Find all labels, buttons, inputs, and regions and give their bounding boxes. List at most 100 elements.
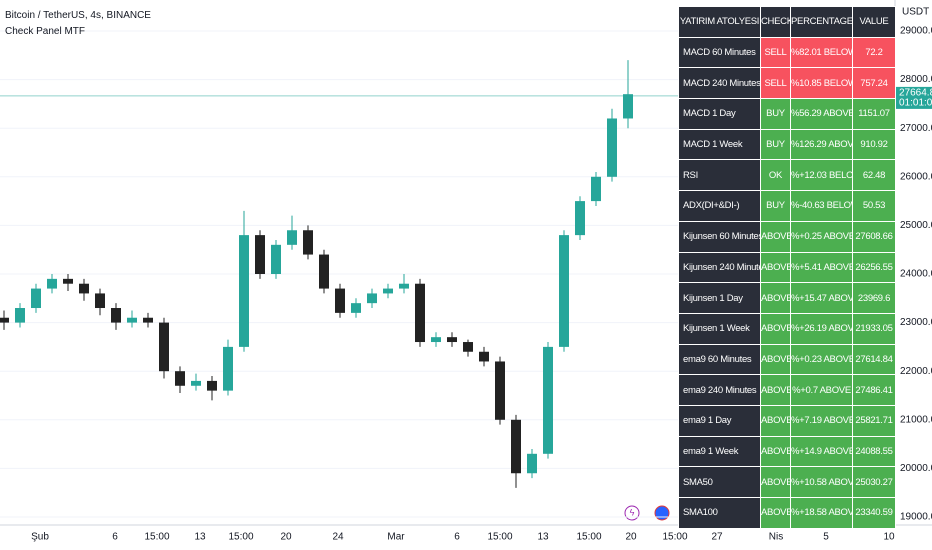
- x-tick-label: 6: [454, 532, 460, 543]
- x-tick-label: 15:00: [144, 532, 169, 543]
- table-cell: %+0.23 ABOVE: [790, 343, 853, 376]
- candle-body: [383, 288, 393, 294]
- table-cell: %-40.63 BELOW: [790, 190, 853, 222]
- table-cell: %10.85 BELOW: [790, 67, 853, 100]
- table-row: MACD 240 Minutes SELL %10.85 BELOW 757.24: [678, 67, 896, 100]
- table-row: ema9 1 Week ABOVE %+14.9 ABOVE 24088.55: [678, 435, 896, 468]
- table-cell: PERCENTAGE: [790, 6, 853, 38]
- candle-body: [159, 322, 169, 372]
- table-cell: VALUE: [852, 6, 896, 38]
- candle-body: [479, 351, 489, 362]
- x-tick-label: 13: [537, 532, 549, 543]
- table-cell: 50.53: [852, 190, 896, 222]
- table-cell: RSI: [678, 159, 761, 192]
- table-cell: ABOVE: [760, 282, 791, 314]
- candle-body: [303, 230, 313, 255]
- y-tick-label: 20000.00: [900, 463, 932, 474]
- x-tick-label: 15:00: [228, 532, 253, 543]
- table-cell: 21933.05: [852, 312, 896, 345]
- x-tick-label: Mar: [387, 532, 405, 543]
- candle-body: [511, 419, 521, 474]
- y-tick-label: 26000.00: [900, 171, 932, 182]
- x-tick-label: 20: [625, 532, 637, 543]
- table-cell: %56.29 ABOVE: [790, 98, 853, 130]
- table-cell: ADX(DI+&DI-): [678, 190, 761, 222]
- candle-body: [0, 317, 9, 323]
- table-cell: 25030.27: [852, 466, 896, 498]
- table-cell: ABOVE: [760, 466, 791, 498]
- table-cell: ABOVE: [760, 404, 791, 437]
- table-cell: Kijunsen 1 Week: [678, 312, 761, 345]
- y-tick-label: 24000.00: [900, 269, 932, 280]
- table-cell: 23969.6: [852, 282, 896, 314]
- table-cell: SELL: [760, 67, 791, 100]
- table-cell: Kijunsen 1 Day: [678, 282, 761, 314]
- table-cell: 23340.59: [852, 497, 896, 529]
- x-tick-label: 15:00: [576, 532, 601, 543]
- candle-body: [111, 308, 121, 323]
- table-cell: %+12.03 BELOW: [790, 159, 853, 192]
- table-cell: BUY: [760, 190, 791, 222]
- candle-body: [143, 317, 153, 323]
- price-label: 27664.80: [899, 88, 932, 99]
- x-tick-label: 10: [883, 532, 895, 543]
- table-cell: MACD 1 Day: [678, 98, 761, 130]
- candle-body: [207, 380, 217, 391]
- y-tick-label: 27000.00: [900, 123, 932, 134]
- candle-body: [63, 278, 73, 284]
- table-cell: 910.92: [852, 128, 896, 161]
- x-tick-label: 24: [332, 532, 344, 543]
- table-cell: MACD 1 Week: [678, 128, 761, 161]
- candle-body: [127, 317, 137, 323]
- candle-body: [575, 201, 585, 236]
- candle-body: [47, 278, 57, 289]
- table-cell: BUY: [760, 98, 791, 130]
- candle-body: [175, 371, 185, 386]
- candle-body: [623, 94, 633, 119]
- table-cell: 27614.84: [852, 343, 896, 376]
- table-cell: ABOVE: [760, 220, 791, 253]
- table-row: Kijunsen 60 Minutes ABOVE %+0.25 ABOVE 2760…: [678, 220, 896, 253]
- price-tag: [896, 86, 932, 109]
- table-cell: %+0.25 ABOVE: [790, 220, 853, 253]
- candle-body: [463, 342, 473, 352]
- table-cell: 1151.07: [852, 98, 896, 130]
- x-tick-label: 15:00: [662, 532, 687, 543]
- y-tick-label: 28000.00: [900, 74, 932, 85]
- x-tick-label: 27: [711, 532, 723, 543]
- candle-body: [367, 293, 377, 304]
- chart-title: Bitcoin / TetherUS, 4s, BINANCE: [5, 10, 151, 21]
- candle-body: [527, 453, 537, 474]
- event-icon: [654, 505, 670, 521]
- y-tick-label: 29000.00: [900, 26, 932, 37]
- candle-body: [559, 235, 569, 347]
- table-cell: ABOVE: [760, 343, 791, 376]
- x-tick-label: 20: [280, 532, 292, 543]
- table-cell: 25821.71: [852, 404, 896, 437]
- table-cell: %+26.19 ABOVE: [790, 312, 853, 345]
- table-row: MACD 1 Day BUY %56.29 ABOVE 1151.07: [678, 98, 896, 130]
- table-cell: %+5.41 ABOVE: [790, 251, 853, 284]
- table-cell: SELL: [760, 36, 791, 69]
- candle-body: [543, 346, 553, 454]
- table-cell: ABOVE: [760, 312, 791, 345]
- candle-body: [79, 283, 89, 294]
- table-row: YATIRIM ATOLYESI CHECK PERCENTAGE VALUE: [678, 6, 896, 38]
- x-tick-label: 13: [194, 532, 206, 543]
- table-cell: ema9 60 Minutes: [678, 343, 761, 376]
- x-tick-label: 6: [112, 532, 118, 543]
- candle-body: [31, 288, 41, 309]
- unit: USDT: [902, 7, 929, 18]
- candle-body: [287, 230, 297, 245]
- table-cell: OK: [760, 159, 791, 192]
- candle-body: [223, 346, 233, 391]
- table-cell: Kijunsen 240 Minutes: [678, 251, 761, 284]
- table-cell: CHECK: [760, 6, 791, 38]
- table-cell: %+7.19 ABOVE: [790, 404, 853, 437]
- table-row: ema9 240 Minutes ABOVE %+0.7 ABOVE 27486.41: [678, 374, 896, 406]
- y-tick-label: 19000.00: [900, 512, 932, 523]
- table-cell: %+14.9 ABOVE: [790, 435, 853, 468]
